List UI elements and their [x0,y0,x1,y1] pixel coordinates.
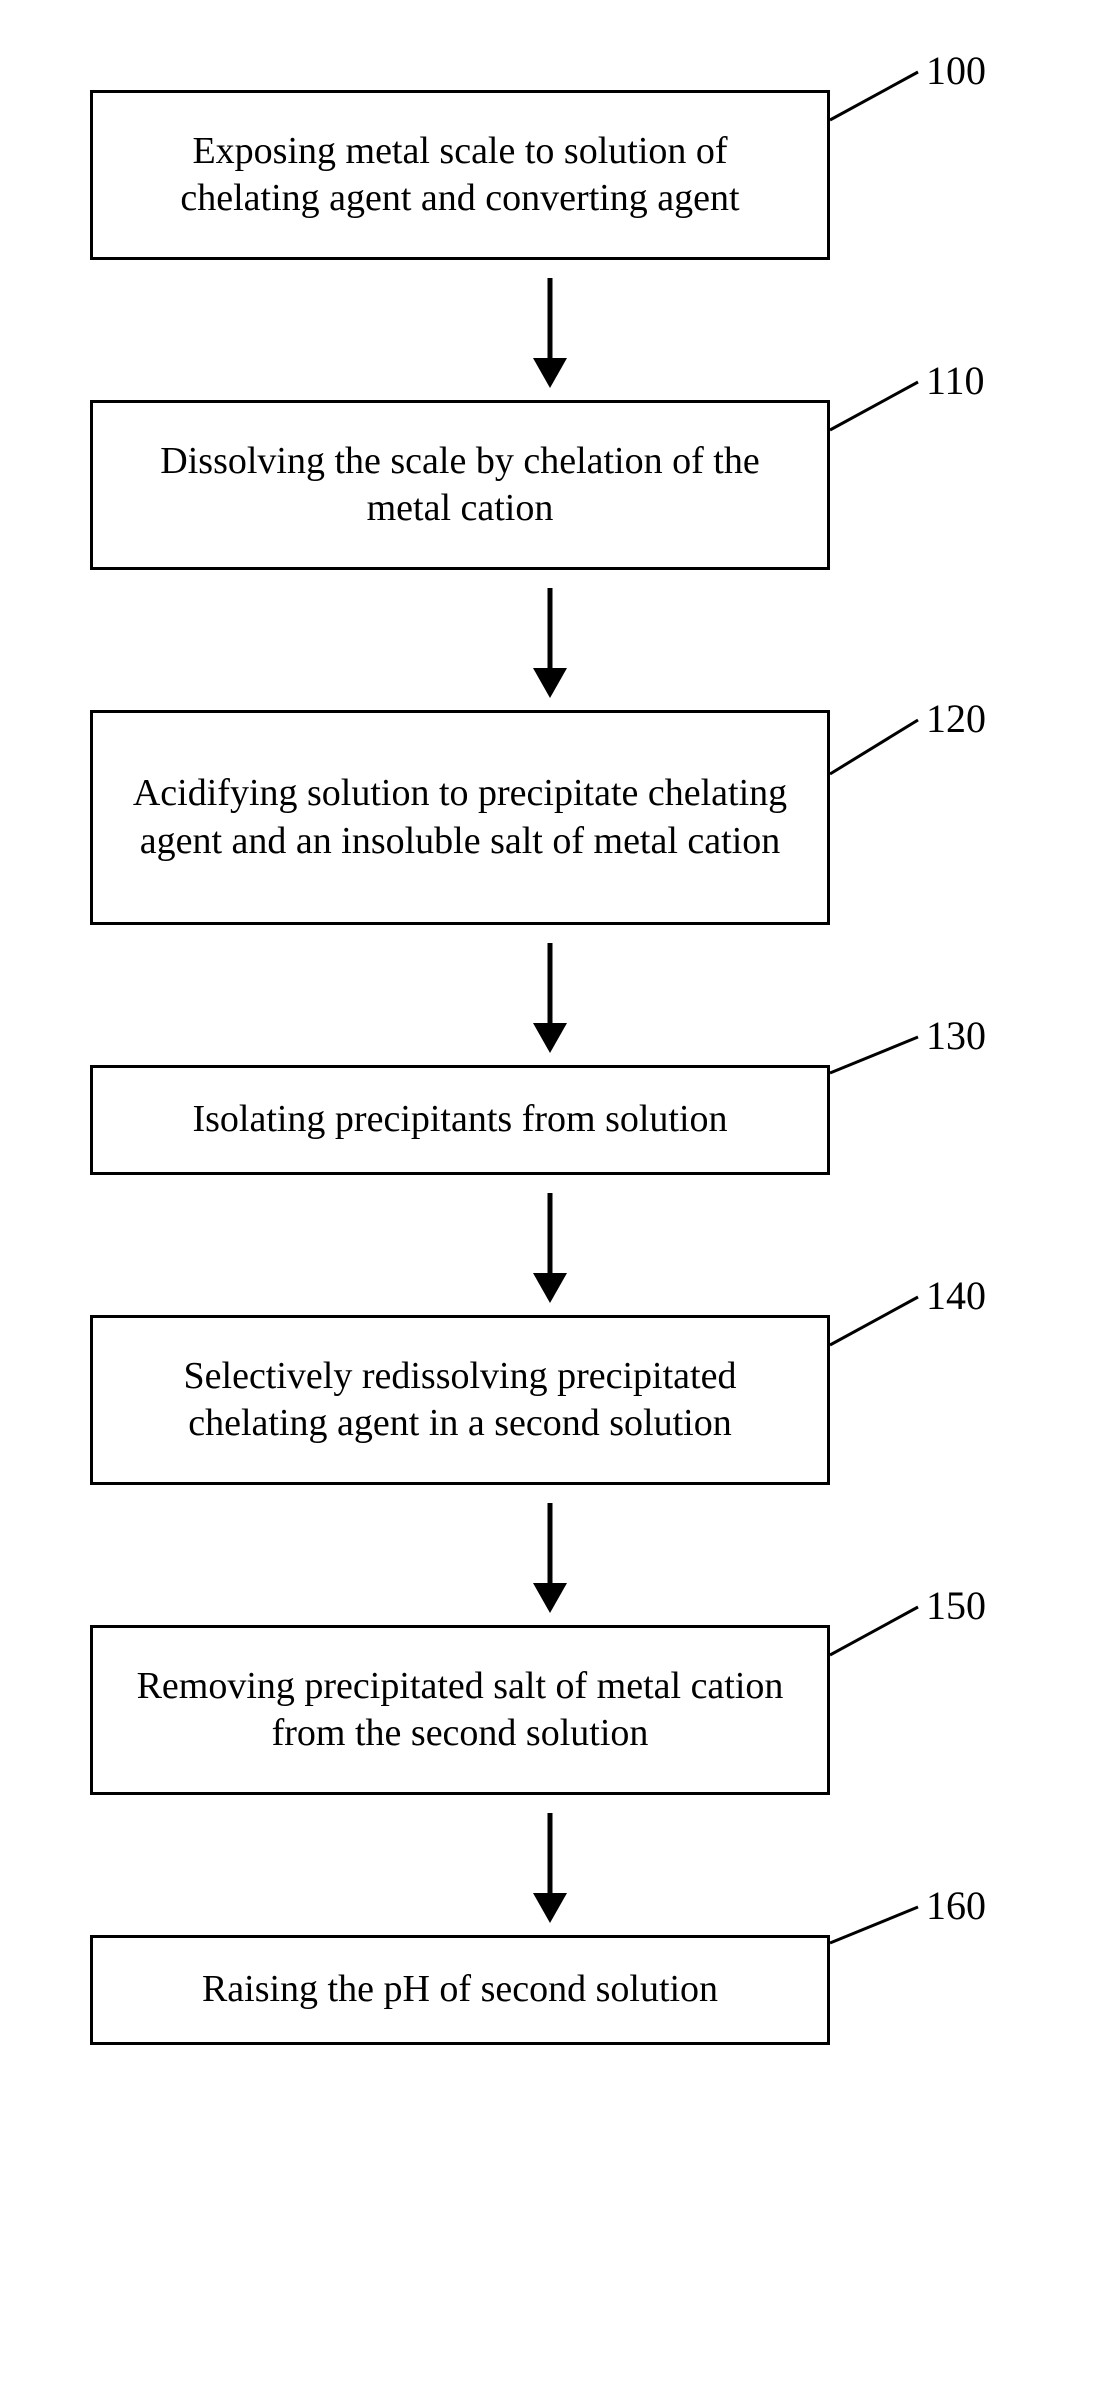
step-160-text: Raising the pH of second solution [121,1966,799,2014]
flow-arrow [180,925,920,1065]
step-120-callout [826,716,922,778]
step-100-text: Exposing metal scale to solution of chel… [121,128,799,223]
flow-arrow [180,570,920,710]
flow-step: Selectively redissolving precipitated ch… [90,1315,1010,1485]
step-150-ref: 150 [926,1582,986,1629]
flow-arrow [180,1795,920,1935]
step-160-ref: 160 [926,1882,986,1929]
step-150-box: Removing precipitated salt of metal cati… [90,1625,830,1795]
arrow-down-icon [520,1813,580,1923]
step-140-text: Selectively redissolving precipitated ch… [121,1353,799,1448]
step-120-ref: 120 [926,695,986,742]
flow-step: Isolating precipitants from solution130 [90,1065,1010,1175]
step-100-callout [826,68,922,124]
flow-arrow [180,1485,920,1625]
flow-step: Raising the pH of second solution160 [90,1935,1010,2045]
flowchart: Exposing metal scale to solution of chel… [90,90,1010,2045]
arrow-down-icon [520,1503,580,1613]
flow-step: Acidifying solution to precipitate chela… [90,710,1010,925]
step-110-box: Dissolving the scale by chelation of the… [90,400,830,570]
step-130-ref: 130 [926,1012,986,1059]
page-canvas: Exposing metal scale to solution of chel… [0,0,1099,2400]
flow-step: Exposing metal scale to solution of chel… [90,90,1010,260]
step-130-box: Isolating precipitants from solution [90,1065,830,1175]
step-110-text: Dissolving the scale by chelation of the… [121,438,799,533]
step-120-box: Acidifying solution to precipitate chela… [90,710,830,925]
arrow-down-icon [520,943,580,1053]
step-100-ref: 100 [926,47,986,94]
step-150-text: Removing precipitated salt of metal cati… [121,1663,799,1758]
flow-step: Removing precipitated salt of metal cati… [90,1625,1010,1795]
flow-arrow [180,1175,920,1315]
flow-step: Dissolving the scale by chelation of the… [90,400,1010,570]
step-140-box: Selectively redissolving precipitated ch… [90,1315,830,1485]
step-140-ref: 140 [926,1272,986,1319]
step-100-box: Exposing metal scale to solution of chel… [90,90,830,260]
step-120-text: Acidifying solution to precipitate chela… [121,770,799,865]
step-160-box: Raising the pH of second solution [90,1935,830,2045]
arrow-down-icon [520,1193,580,1303]
flow-arrow [180,260,920,400]
step-110-ref: 110 [926,357,985,404]
arrow-down-icon [520,588,580,698]
arrow-down-icon [520,278,580,388]
step-130-text: Isolating precipitants from solution [121,1096,799,1144]
